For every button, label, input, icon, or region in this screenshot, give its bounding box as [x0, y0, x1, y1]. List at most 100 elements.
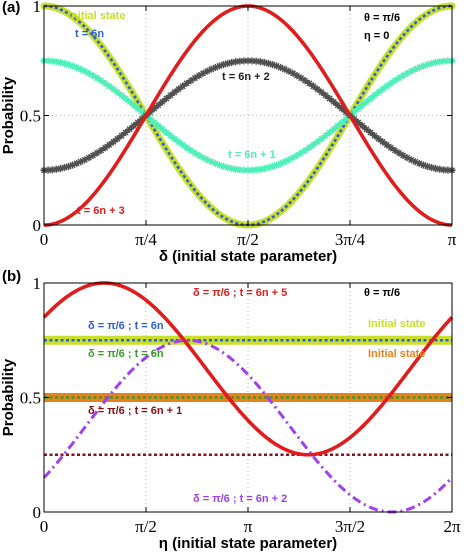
series-marker: [52, 58, 60, 66]
series-marker: [281, 158, 289, 166]
series-marker: [122, 128, 130, 137]
series-annotation: δ = π/6 ; t = 6n + 2: [193, 493, 287, 505]
series-marker: [134, 105, 142, 113]
series-marker: [379, 85, 387, 93]
series-marker: [85, 69, 93, 77]
series-marker: [68, 62, 77, 70]
series-marker: [252, 166, 260, 174]
series-marker: [44, 57, 52, 65]
series-marker: [191, 74, 199, 82]
series-marker: [150, 118, 158, 126]
series-marker: [387, 144, 395, 152]
series-marker: [342, 115, 350, 123]
series-marker: [334, 122, 342, 130]
y-tick-label: 0.5: [20, 107, 41, 126]
series-marker: [109, 138, 117, 146]
series-marker: [105, 82, 113, 90]
series-marker: [383, 141, 391, 149]
series-marker: [289, 69, 297, 77]
series-marker: [97, 146, 105, 154]
x-tick-label: 0: [40, 230, 49, 249]
series-marker: [60, 59, 68, 68]
series-marker: [440, 166, 448, 174]
series-marker: [228, 58, 236, 67]
series-marker: [277, 63, 285, 72]
series-marker: [170, 135, 179, 143]
series-marker: [285, 67, 293, 75]
series-marker: [48, 166, 56, 174]
series-marker: [232, 165, 240, 173]
series-marker: [138, 108, 146, 116]
series-marker: [154, 122, 162, 130]
series-marker: [191, 149, 199, 157]
series-marker: [305, 79, 313, 87]
series-marker: [248, 57, 256, 65]
series-marker: [154, 101, 162, 109]
panel-label: (b): [2, 268, 21, 285]
series-marker: [293, 71, 301, 80]
y-tick-label: 0: [33, 503, 42, 522]
series-marker: [215, 62, 224, 70]
series-marker: [219, 162, 228, 171]
series-marker: [64, 162, 73, 171]
series-marker: [321, 132, 330, 140]
series-marker: [240, 166, 248, 174]
series-marker: [330, 98, 338, 106]
series-marker: [374, 135, 383, 143]
series-annotation: δ = π/6 ; t = 6n: [88, 348, 164, 360]
series-marker: [313, 85, 321, 93]
series-marker: [93, 149, 101, 157]
series-marker: [403, 154, 411, 162]
chart-panel-a: [40, 2, 456, 229]
x-tick-label: 2π: [443, 517, 461, 536]
series-marker: [219, 60, 228, 69]
x-tick-label: 0: [40, 517, 49, 536]
series-marker: [272, 62, 281, 70]
series-marker: [175, 85, 183, 93]
series-marker: [187, 77, 195, 85]
series-marker: [187, 146, 195, 154]
series-marker: [68, 161, 77, 169]
series-marker: [395, 149, 403, 157]
series-marker: [56, 58, 64, 67]
series-marker: [130, 122, 138, 130]
series-marker: [158, 125, 166, 133]
series-marker: [224, 163, 232, 172]
series-annotation: Initial state: [368, 348, 425, 360]
series-marker: [146, 115, 154, 123]
series-marker: [338, 118, 346, 126]
series-marker: [362, 125, 370, 133]
y-tick-label: 0.5: [20, 389, 41, 408]
series-marker: [383, 82, 391, 90]
series-marker: [358, 122, 366, 130]
series-marker: [203, 67, 211, 75]
series-marker: [166, 91, 175, 99]
series-marker: [370, 132, 379, 140]
series-marker: [224, 59, 232, 68]
series-marker: [207, 158, 215, 166]
series-marker: [432, 164, 440, 173]
series-marker: [179, 141, 187, 149]
series-marker: [256, 165, 264, 173]
x-tick-label: 3π/4: [335, 230, 366, 249]
x-tick-label: π/2: [237, 230, 259, 249]
series-marker: [379, 138, 387, 146]
series-marker: [256, 58, 264, 66]
y-tick-label: 0: [33, 216, 42, 235]
series-marker: [289, 154, 297, 162]
series-marker: [281, 65, 289, 73]
series-marker: [268, 60, 277, 69]
series-marker: [81, 156, 89, 164]
series-marker: [134, 118, 142, 126]
y-axis-label: Probability: [0, 76, 17, 154]
series-marker: [297, 74, 305, 82]
series-marker: [423, 60, 432, 69]
series-annotation: δ = π/6 ; t = 6n + 5: [193, 287, 287, 299]
x-tick-label: 3π/2: [335, 517, 365, 536]
series-marker: [48, 57, 56, 65]
series-marker: [207, 65, 215, 73]
series-marker: [183, 144, 191, 152]
series-marker: [260, 164, 268, 173]
series-marker: [395, 74, 403, 82]
series-marker: [101, 144, 109, 152]
